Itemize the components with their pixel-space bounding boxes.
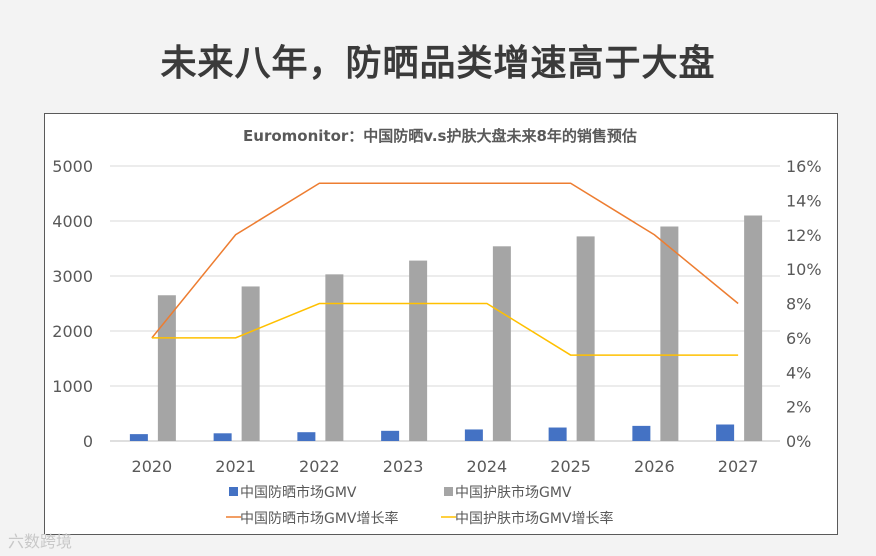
legend-swatch — [229, 487, 238, 496]
bar-skincare — [660, 226, 679, 441]
x-tick-label: 2020 — [132, 457, 173, 476]
y-right-tick-label: 12% — [786, 226, 822, 245]
legend-label: 中国护肤市场GMV — [455, 484, 572, 501]
x-tick-label: 2023 — [383, 457, 424, 476]
bar-sunscreen — [213, 433, 232, 441]
y-right-tick-label: 2% — [786, 398, 811, 417]
y-right-tick-label: 0% — [786, 432, 811, 451]
bar-skincare — [576, 236, 595, 441]
y-left-tick-label: 2000 — [52, 322, 93, 341]
watermark: 六数跨境 — [8, 532, 73, 551]
line-sunscreen-growth — [151, 182, 739, 339]
bar-sunscreen — [464, 429, 483, 441]
x-tick-label: 2024 — [467, 457, 508, 476]
bar-sunscreen — [297, 432, 316, 441]
y-left-tick-label: 0 — [83, 432, 93, 451]
y-left-tick-label: 3000 — [52, 267, 93, 286]
slide-title: 未来八年，防晒品类增速高于大盘 — [160, 43, 716, 84]
x-tick-label: 2026 — [634, 457, 675, 476]
y-right-tick-label: 16% — [786, 157, 822, 176]
y-right-tick-label: 4% — [786, 363, 811, 382]
bar-skincare — [325, 274, 344, 441]
x-tick-label: 2021 — [215, 457, 256, 476]
legend: 中国防晒市场GMV 中国护肤市场GMV 中国防晒市场GMV增长率 中国护肤市场GMV增… — [226, 484, 614, 527]
chart-title: Euromonitor：中国防晒v.s护肤大盘未来8年的销售预估 — [243, 127, 637, 145]
y-left-tick-label: 4000 — [52, 212, 93, 231]
y-right-tick-label: 14% — [786, 191, 822, 210]
legend-label: 中国防晒市场GMV增长率 — [240, 510, 399, 527]
bar-sunscreen — [548, 427, 567, 441]
bar-skincare — [241, 286, 260, 441]
x-tick-label: 2027 — [718, 457, 759, 476]
x-tick-label: 2022 — [299, 457, 340, 476]
y-left-tick-label: 5000 — [52, 157, 93, 176]
bars — [129, 215, 763, 441]
legend-swatch — [444, 487, 453, 496]
bar-sunscreen — [632, 425, 651, 441]
y-right-tick-label: 6% — [786, 329, 811, 348]
axis-labels: 0 1000 2000 3000 4000 5000 0% 2% 4% 6% 8% 10% 12% 14%… — [52, 157, 821, 476]
bar-skincare — [744, 215, 763, 441]
y-right-tick-label: 8% — [786, 295, 811, 314]
legend-label: 中国护肤市场GMV增长率 — [455, 510, 614, 527]
bar-skincare — [157, 295, 176, 441]
bar-sunscreen — [716, 424, 735, 441]
bar-skincare — [409, 260, 428, 441]
y-right-tick-label: 10% — [786, 260, 822, 279]
x-tick-label: 2025 — [550, 457, 591, 476]
legend-label: 中国防晒市场GMV — [240, 484, 357, 501]
y-left-tick-label: 1000 — [52, 377, 93, 396]
line-skincare-growth — [151, 302, 739, 356]
lines — [151, 182, 739, 356]
bar-sunscreen — [129, 434, 148, 441]
bar-skincare — [492, 246, 511, 441]
bar-sunscreen — [381, 430, 400, 441]
